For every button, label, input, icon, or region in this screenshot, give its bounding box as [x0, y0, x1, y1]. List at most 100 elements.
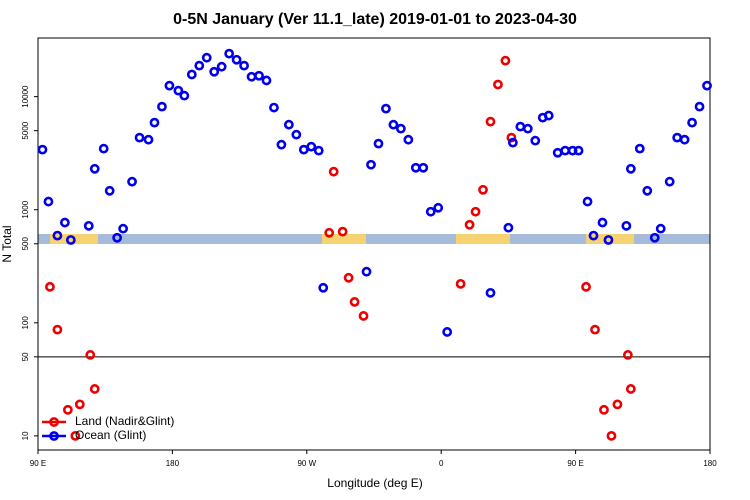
legend-marker [49, 417, 59, 427]
y-tick-label: 1000 [21, 200, 30, 218]
point [276, 139, 287, 150]
point [373, 138, 384, 149]
point [506, 132, 517, 143]
point [500, 55, 511, 66]
point [89, 163, 100, 174]
point [634, 143, 645, 154]
x-tick-label: 90 W [297, 459, 316, 468]
coverage-band-land [456, 234, 510, 244]
x-axis-label: Longitude (deg E) [327, 476, 422, 490]
y-tick-label: 500 [21, 237, 30, 251]
point [291, 129, 302, 140]
point [588, 230, 599, 241]
point [52, 324, 63, 335]
point [127, 176, 137, 187]
point [118, 223, 129, 234]
point [687, 117, 697, 128]
point [418, 162, 429, 173]
point [478, 184, 488, 195]
point [283, 119, 294, 130]
point [62, 404, 73, 415]
point [298, 144, 309, 155]
y-axis-label: N Total [0, 225, 14, 262]
point [522, 123, 533, 134]
point [543, 110, 554, 121]
point [485, 116, 496, 127]
point [642, 185, 653, 196]
point [599, 404, 609, 415]
chart-title: 0-5N January (Ver 11.1_late) 2019-01-01 … [173, 11, 577, 28]
point [254, 70, 264, 81]
y-tick-label: 50 [21, 352, 30, 361]
y-tick-label: 10000 [21, 85, 30, 108]
point [269, 102, 279, 113]
point [65, 235, 76, 245]
point [85, 350, 96, 360]
x-tick-label: 180 [703, 459, 717, 468]
point [694, 101, 705, 112]
point [573, 145, 584, 156]
point [649, 232, 660, 243]
point [216, 61, 227, 72]
point [358, 311, 369, 321]
point [395, 123, 406, 134]
point [655, 223, 666, 234]
point [507, 137, 518, 148]
point [194, 60, 205, 71]
point [552, 147, 563, 158]
x-tick-label: 90 E [567, 459, 583, 468]
point [672, 132, 683, 143]
point [612, 399, 623, 410]
point [337, 226, 348, 237]
point [149, 117, 160, 128]
legend-label: Land (Nadir&Glint) [75, 414, 174, 428]
point [702, 80, 712, 91]
y-tick-label: 5000 [21, 121, 30, 139]
point [343, 272, 354, 283]
point [37, 144, 48, 155]
x-tick-label: 90 E [30, 459, 46, 468]
y-tick-label: 10 [21, 431, 30, 440]
point [324, 227, 335, 238]
point [98, 143, 109, 154]
point [164, 80, 175, 91]
point [318, 282, 329, 293]
point [625, 384, 636, 394]
point [209, 66, 220, 77]
point [366, 159, 376, 170]
point [239, 60, 249, 71]
point [246, 71, 257, 82]
point [173, 85, 184, 96]
coverage-band-land [586, 234, 634, 244]
point [328, 166, 339, 177]
point [313, 145, 324, 156]
point [603, 235, 614, 245]
point [622, 350, 633, 360]
point [493, 79, 503, 90]
point [74, 399, 85, 410]
point [388, 119, 399, 130]
point [186, 69, 197, 80]
point [485, 287, 496, 298]
coverage-band [38, 234, 710, 244]
point [442, 327, 453, 337]
point [560, 145, 571, 156]
point [306, 141, 317, 152]
point [89, 384, 100, 394]
point [179, 90, 190, 101]
point [597, 217, 608, 228]
point [381, 103, 391, 114]
point [503, 222, 514, 233]
point [231, 54, 242, 65]
point [581, 281, 591, 292]
legend-marker [49, 431, 59, 441]
point [349, 297, 360, 307]
x-tick-label: 180 [166, 459, 180, 468]
point [361, 266, 372, 277]
point [83, 220, 94, 231]
coverage-band-land [322, 234, 366, 244]
point [664, 176, 675, 187]
point [515, 121, 526, 132]
point [433, 202, 444, 213]
